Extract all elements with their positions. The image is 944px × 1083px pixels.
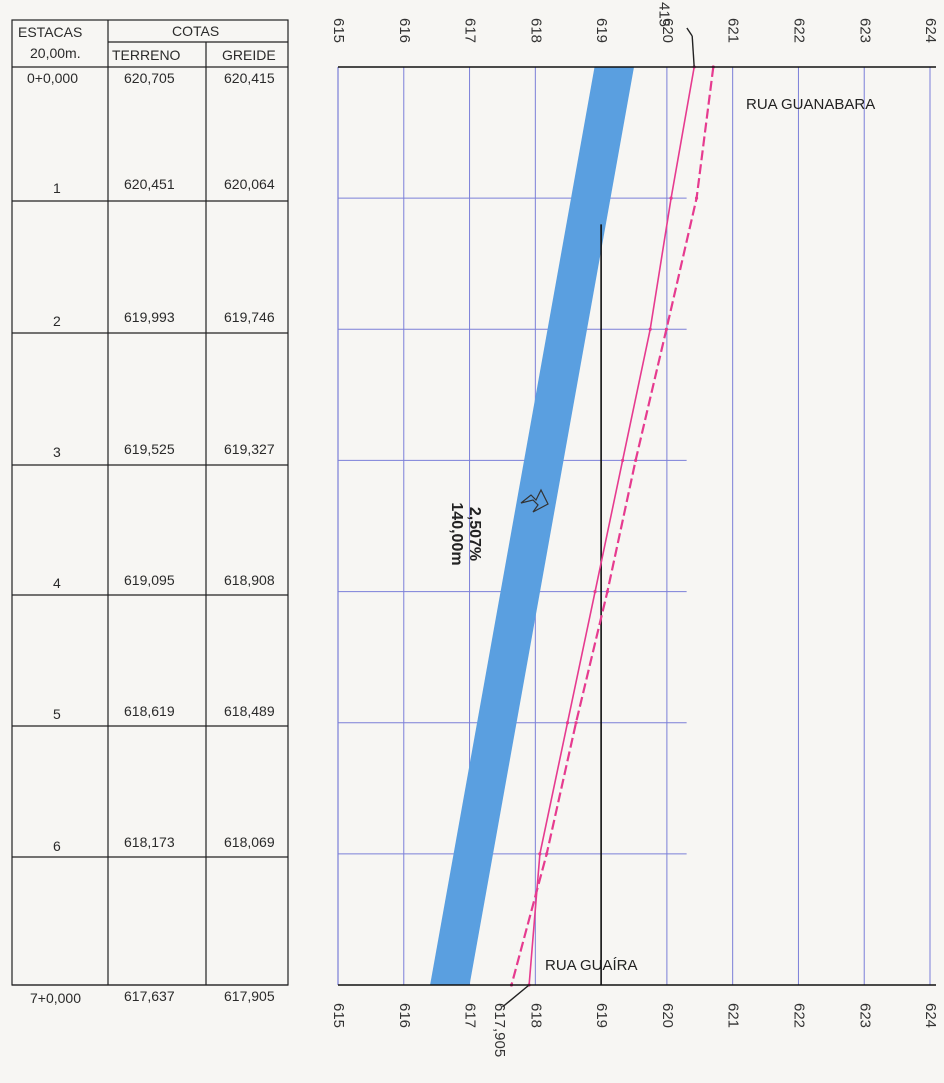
row-terreno: 619,993 [124, 309, 175, 325]
tick-label-bottom: 624 [922, 1003, 939, 1028]
row-estaca: 2 [53, 313, 61, 329]
street-label-top: RUA GUANABARA [746, 96, 875, 113]
row-terreno: 619,095 [124, 572, 175, 588]
header-cotas: COTAS [172, 23, 220, 39]
tick-label-bottom: 620 [659, 1003, 676, 1028]
row-terreno: 620,451 [124, 176, 175, 192]
table-grid [11, 19, 289, 986]
series-point-terreno [545, 852, 549, 856]
series-point-greide [621, 458, 625, 463]
street-label-bottom: RUA GUAÍRA [545, 957, 638, 974]
row-greide: 617,905 [224, 988, 275, 1004]
header-estacas: ESTACAS [18, 24, 83, 40]
header-estacas-sub: 20,00m. [30, 45, 81, 61]
row-estaca: 5 [53, 706, 61, 722]
tick-label-top: 618 [527, 18, 544, 43]
series-point-terreno [664, 327, 669, 331]
tick-label-bottom: 621 [725, 1003, 742, 1028]
tick-label-bottom: 617 [462, 1003, 479, 1028]
series-point-greide [593, 589, 597, 594]
row-terreno: 619,525 [124, 441, 175, 457]
series-point-greide [648, 327, 652, 331]
row-terreno: 617,637 [124, 988, 175, 1004]
cotas-table: ESTACAS 20,00m. COTAS TERRENO GREIDE 0+0… [0, 0, 300, 1083]
row-greide: 620,064 [224, 176, 275, 192]
series-point-terreno [574, 721, 578, 725]
callout-leader-top [686, 27, 693, 37]
series-point-terreno [694, 196, 699, 200]
row-greide: 618,489 [224, 703, 275, 719]
row-greide: 618,069 [224, 834, 275, 850]
series-line-terreno [510, 66, 715, 986]
row-estaca: 4 [53, 575, 61, 591]
row-greide: 619,746 [224, 309, 275, 325]
series-point-greide [565, 721, 570, 725]
callout-leader-bottom [501, 984, 530, 1008]
row-estaca: 6 [53, 838, 61, 854]
series-line-greide [528, 66, 695, 986]
tick-label-bottom: 622 [790, 1003, 807, 1028]
callout-top: 415 [656, 2, 673, 27]
direction-arrow-icon [520, 488, 549, 513]
slope-band [430, 67, 634, 985]
tick-label-top: 617 [462, 18, 479, 43]
tick-label-top: 623 [856, 18, 873, 43]
tick-label-top: 624 [922, 18, 939, 43]
slope-label: 2,507% [466, 507, 483, 561]
row-greide: 620,415 [224, 70, 275, 86]
length-label: 140,00m [448, 502, 465, 565]
tick-label-bottom: 619 [593, 1003, 610, 1028]
row-greide: 619,327 [224, 441, 275, 457]
row-terreno: 618,173 [124, 834, 175, 850]
series-point-terreno [605, 589, 609, 594]
header-greide: GREIDE [222, 47, 276, 63]
tick-label-top: 622 [790, 18, 807, 43]
tick-label-top: 615 [330, 18, 347, 43]
header-terreno: TERRENO [112, 47, 181, 63]
row-terreno: 618,619 [124, 703, 175, 719]
tick-label-top: 616 [396, 18, 413, 43]
tick-label-bottom: 616 [396, 1003, 413, 1028]
row-estaca: 0+0,000 [27, 70, 78, 86]
tick-label-bottom: 623 [856, 1003, 873, 1028]
row-estaca: 1 [53, 180, 61, 196]
series-point-greide [669, 196, 673, 200]
series-point-terreno [634, 458, 638, 463]
row-greide: 618,908 [224, 572, 275, 588]
callout-leader-top-drop [691, 35, 695, 68]
tick-label-top: 619 [593, 18, 610, 43]
callout-bottom: 617,905 [491, 1003, 508, 1057]
tick-label-top: 621 [725, 18, 742, 43]
series-point-greide [538, 852, 542, 856]
tick-label-bottom: 618 [527, 1003, 544, 1028]
tick-label-top: 620 [659, 18, 676, 43]
tick-label-bottom: 615 [330, 1003, 347, 1028]
row-estaca: 3 [53, 444, 61, 460]
row-terreno: 620,705 [124, 70, 175, 86]
row-estaca: 7+0,000 [30, 990, 81, 1006]
